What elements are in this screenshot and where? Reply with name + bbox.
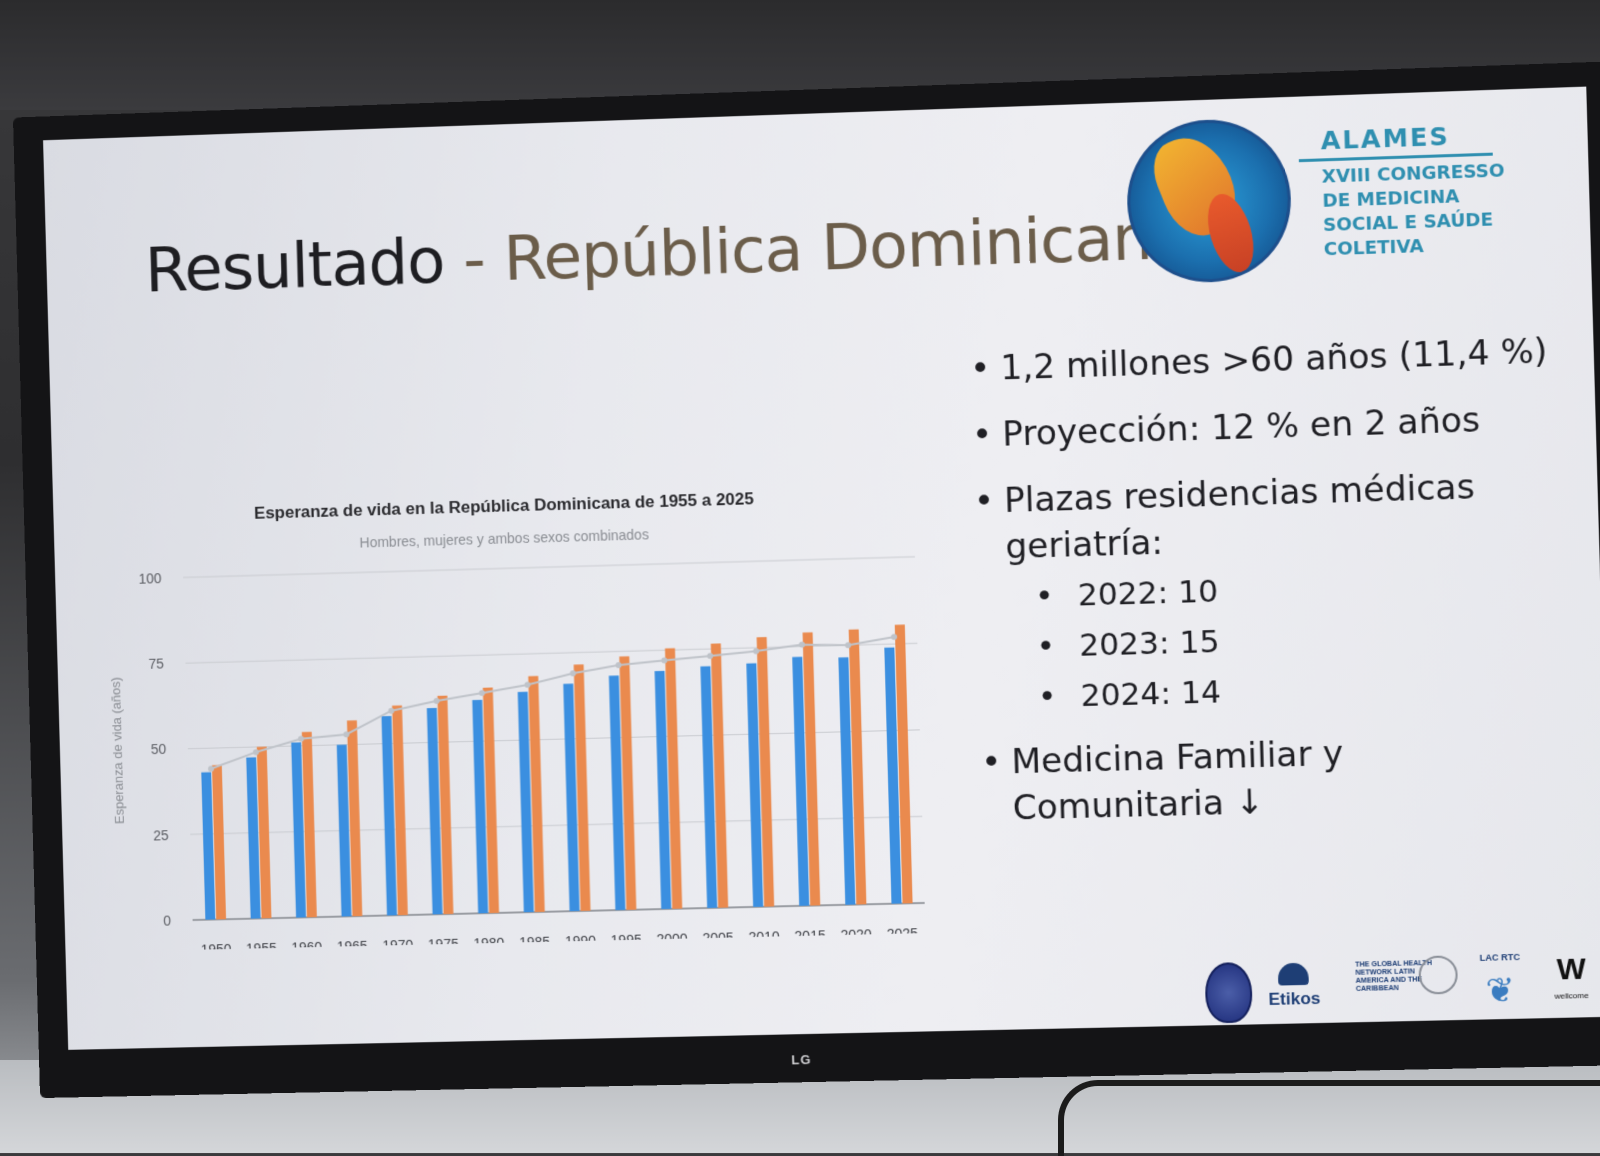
bullet-text: Comunitaria ↓ [1012, 782, 1265, 829]
x-tick-label: 1960 [291, 939, 322, 952]
x-tick-label: 2025 [887, 925, 919, 942]
x-tick-label: 1965 [337, 938, 369, 952]
lac-rtc-logo: LAC RTC [1479, 951, 1521, 963]
globe-icon [1418, 955, 1459, 995]
chart-svg: Esperanza de vida en la República Domini… [108, 489, 946, 952]
bullet-dot: • [969, 348, 991, 390]
slide-title-accent: - República Dominicana [443, 199, 1191, 297]
point-ambos-sexos [752, 648, 760, 655]
bar-hombres [336, 744, 352, 917]
sub-bullet-dot: • [1036, 628, 1056, 665]
bullet-text: 1,2 millones >60 años (11,4 %) [999, 331, 1548, 389]
x-tick-label: 2005 [702, 929, 734, 946]
point-ambos-sexos [798, 641, 806, 648]
life-expectancy-chart: Esperanza de vida en la República Domini… [85, 371, 946, 952]
bar-mujeres [573, 664, 591, 911]
logo-name: ALAMES [1320, 121, 1451, 156]
bar-hombres [654, 670, 672, 910]
chart-title: Esperanza de vida en la República Domini… [254, 489, 754, 523]
sub-bullet-dot: • [1034, 578, 1055, 615]
bird-icon: ❦ [1485, 971, 1516, 1011]
bar-mujeres [756, 637, 775, 907]
sub-bullet-text: 2024: 14 [1080, 674, 1222, 715]
university-seal-icon [1204, 961, 1253, 1024]
x-tick-label: 1950 [200, 941, 231, 952]
bar-mujeres [256, 746, 272, 919]
bar-hombres [700, 665, 717, 908]
bar-hombres [291, 742, 306, 918]
bar-hombres [609, 675, 626, 911]
bar-mujeres [664, 648, 683, 909]
point-ambos-sexos [845, 642, 852, 649]
x-tick-label: 2010 [748, 928, 780, 945]
point-ambos-sexos [388, 707, 395, 714]
bullet-dot: • [973, 481, 995, 522]
bar-mujeres [619, 656, 637, 911]
y-tick-label: 100 [138, 570, 162, 587]
tv-frame: Resultado - República Dominicana ALAMES … [12, 61, 1600, 1099]
y-tick-label: 25 [153, 827, 169, 843]
gridline [183, 557, 915, 578]
x-tick-label: 1955 [246, 940, 277, 952]
point-ambos-sexos [890, 633, 898, 641]
logo-line-4: COLETIVA [1323, 235, 1424, 261]
bar-hombres [201, 772, 216, 920]
etikos-logo: Etikos [1268, 988, 1321, 1009]
x-tick-label: 2015 [794, 927, 826, 944]
x-tick-label: 1970 [382, 937, 414, 952]
logo-line-3: SOCIAL E SAÚDE [1322, 209, 1494, 237]
footer-logos: Etikos THE GLOBAL HEALTH NETWORK LATIN A… [1204, 948, 1600, 1028]
point-ambos-sexos [706, 652, 713, 659]
bar-hombres [246, 757, 261, 919]
x-tick-label: 2020 [840, 926, 872, 943]
x-tick-label: 1995 [610, 931, 642, 948]
x-tick-label: 1980 [473, 935, 505, 952]
globe-logo-icon [1125, 117, 1294, 285]
x-tick-label: 1990 [565, 933, 597, 950]
bar-mujeres [710, 642, 728, 908]
y-tick-label: 0 [163, 913, 171, 929]
sub-bullet-text: 2022: 10 [1077, 573, 1219, 614]
y-tick-label: 75 [148, 656, 164, 672]
alames-logo: ALAMES XVIII CONGRESSO DE MEDICINA SOCIA… [1125, 101, 1517, 306]
sub-bullet-1: • 2022: 10 [1035, 571, 1219, 616]
sub-bullet-text: 2023: 15 [1078, 623, 1221, 664]
x-tick-label: 1985 [519, 934, 551, 951]
bullet-dot: • [971, 414, 993, 456]
point-ambos-sexos [433, 697, 440, 705]
tv-brand-logo: LG [791, 1051, 812, 1068]
bullet-text: Medicina Familiar y [1010, 733, 1344, 783]
point-ambos-sexos [343, 731, 350, 738]
chart-subtitle: Hombres, mujeres y ambos sexos combinado… [359, 526, 649, 550]
logo-line-1: XVIII CONGRESSO [1321, 160, 1505, 188]
bullet-text: Plazas residencias médicas [1003, 467, 1476, 522]
sub-bullet-2: • 2023: 15 [1036, 622, 1220, 667]
point-ambos-sexos [252, 749, 259, 756]
bar-mujeres [211, 765, 227, 920]
sub-bullet-3: • 2024: 14 [1037, 672, 1221, 717]
wellcome-logo-name: wellcome [1554, 990, 1589, 1001]
bullet-dot: • [980, 742, 1003, 784]
etikos-mark-icon [1277, 962, 1309, 986]
point-ambos-sexos [297, 735, 305, 743]
point-ambos-sexos [661, 657, 668, 664]
slide-screen: Resultado - República Dominicana ALAMES … [43, 86, 1600, 1050]
point-ambos-sexos [615, 662, 622, 669]
sub-bullet-dot: • [1037, 678, 1057, 716]
y-axis-label: Esperanza de vida (años) [108, 677, 127, 824]
tv-cable [1058, 1080, 1600, 1156]
point-ambos-sexos [524, 681, 531, 688]
bullet-text: Proyección: 12 % en 2 años [1001, 400, 1481, 455]
point-ambos-sexos [478, 689, 486, 697]
bullet-text: geriatría: [1004, 522, 1164, 568]
bullet-list: • 1,2 millones >60 años (11,4 %) • Proye… [970, 328, 1580, 828]
y-tick-label: 50 [151, 741, 167, 757]
slide-title-main: Resultado [144, 224, 446, 307]
logo-line-2: DE MEDICINA [1322, 186, 1460, 212]
slide-title: Resultado - República Dominicana [144, 199, 1191, 306]
x-tick-label: 1975 [428, 936, 460, 952]
x-tick-label: 2000 [656, 930, 688, 947]
wellcome-logo-mark: W [1556, 952, 1587, 987]
